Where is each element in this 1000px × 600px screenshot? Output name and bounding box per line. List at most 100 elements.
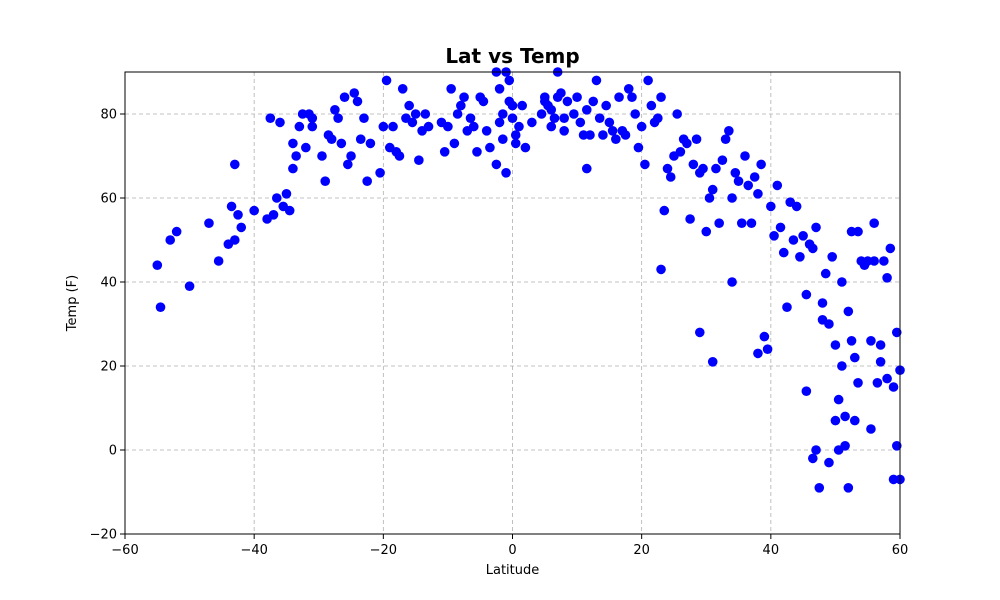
scatter-point xyxy=(288,138,298,149)
scatter-point xyxy=(749,172,760,182)
scatter-point xyxy=(891,327,902,338)
scatter-point xyxy=(527,117,537,128)
scatter-point xyxy=(817,298,828,308)
scatter-point xyxy=(494,117,505,128)
y-tick-label: −20 xyxy=(90,528,117,543)
scatter-point xyxy=(623,84,634,94)
scatter-point xyxy=(155,302,166,313)
scatter-point xyxy=(888,382,899,392)
scatter-point xyxy=(439,147,450,157)
scatter-point xyxy=(659,205,670,216)
scatter-point xyxy=(614,92,624,102)
scatter-point xyxy=(830,340,841,350)
scatter-point xyxy=(494,84,505,94)
scatter-point xyxy=(720,134,731,144)
scatter-point xyxy=(869,256,879,266)
scatter-point xyxy=(472,147,482,157)
scatter-point xyxy=(717,155,728,165)
scatter-point xyxy=(333,113,343,123)
scatter-point xyxy=(288,163,298,174)
scatter-point xyxy=(853,378,863,388)
scatter-point xyxy=(694,327,705,338)
scatter-point xyxy=(682,138,692,149)
y-tick-label: 60 xyxy=(100,192,117,207)
scatter-point xyxy=(824,319,834,329)
y-axis-label: Temp (F) xyxy=(65,275,80,332)
scatter-point xyxy=(675,147,686,157)
scatter-point xyxy=(827,251,837,262)
scatter-point xyxy=(830,415,841,426)
scatter-point xyxy=(546,121,557,132)
scatter-point xyxy=(808,453,818,464)
scatter-point xyxy=(585,130,595,140)
scatter-point xyxy=(346,151,356,161)
scatter-point xyxy=(336,138,347,149)
x-tick-label: −40 xyxy=(240,543,267,558)
scatter-point xyxy=(275,117,285,128)
scatter-point xyxy=(414,155,424,165)
y-tick-label: 40 xyxy=(100,276,117,291)
scatter-point xyxy=(281,189,292,199)
scatter-point xyxy=(510,130,521,140)
scatter-point xyxy=(788,235,799,245)
scatter-point xyxy=(837,361,847,371)
scatter-point xyxy=(601,100,611,111)
scatter-point xyxy=(501,168,511,178)
scatter-point xyxy=(766,201,776,212)
scatter-point xyxy=(866,424,876,434)
scatter-point xyxy=(236,222,247,233)
scatter-point xyxy=(866,336,876,346)
scatter-point xyxy=(891,441,902,451)
scatter-point xyxy=(575,117,586,128)
scatter-point xyxy=(326,134,337,144)
scatter-point xyxy=(598,130,608,140)
scatter-point xyxy=(775,222,786,233)
scatter-point xyxy=(707,357,718,367)
scatter-point xyxy=(352,96,363,107)
scatter-point xyxy=(478,96,489,107)
scatter-point xyxy=(539,92,550,102)
scatter-point xyxy=(588,96,599,107)
scatter-point xyxy=(843,306,854,317)
x-axis-label: Latitude xyxy=(486,563,540,578)
scatter-point xyxy=(549,113,560,123)
scatter-point xyxy=(229,235,240,245)
scatter-point xyxy=(446,84,456,94)
scatter-point xyxy=(388,121,398,132)
scatter-point xyxy=(798,231,808,241)
scatter-point xyxy=(756,159,766,170)
scatter-point xyxy=(375,168,385,178)
scatter-point xyxy=(562,96,573,107)
scatter-point xyxy=(811,445,821,455)
scatter-point xyxy=(514,121,524,132)
scatter-point xyxy=(604,117,615,128)
scatter-point xyxy=(498,109,508,119)
scatter-point xyxy=(843,483,854,493)
scatter-point xyxy=(808,243,818,254)
scatter-point xyxy=(559,113,569,123)
scatter-point xyxy=(359,113,369,123)
scatter-point xyxy=(762,344,773,355)
scatter-point xyxy=(685,214,695,224)
scatter-point xyxy=(268,210,279,220)
scatter-point xyxy=(837,277,847,287)
scatter-point xyxy=(349,88,360,98)
scatter-point xyxy=(517,100,527,111)
scatter-point xyxy=(840,441,850,451)
scatter-point xyxy=(581,105,592,115)
scatter-point xyxy=(704,193,715,203)
scatter-point xyxy=(736,218,747,228)
scatter-point xyxy=(653,113,663,123)
scatter-point xyxy=(688,159,699,170)
scatter-point xyxy=(772,180,783,191)
scatter-point xyxy=(849,415,860,426)
y-tick-label: 20 xyxy=(100,360,117,375)
scatter-point xyxy=(226,201,237,212)
scatter-point xyxy=(849,352,860,363)
scatter-point xyxy=(249,205,259,216)
scatter-point xyxy=(420,109,431,119)
scatter-point xyxy=(320,176,331,186)
scatter-point xyxy=(724,126,734,136)
